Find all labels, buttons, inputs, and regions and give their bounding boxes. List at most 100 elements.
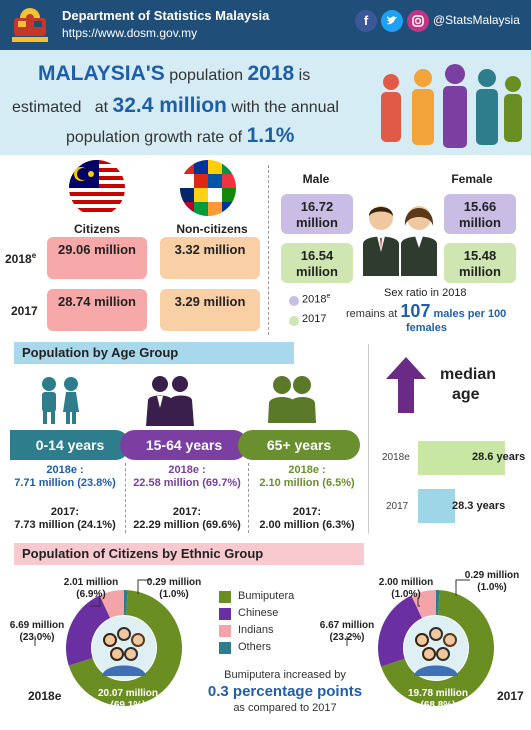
legend-swatch-bumiputera (219, 591, 231, 603)
ethnic-group-title: Population of Citizens by Ethnic Group (14, 543, 364, 565)
age-group-title: Population by Age Group (14, 342, 294, 364)
citizens-2018-box: 29.06 million (47, 237, 147, 279)
right-slice-chinese (378, 595, 422, 667)
adults-icon (144, 374, 196, 431)
donut-chart-2018 (64, 588, 184, 713)
elderly-icon (266, 373, 318, 428)
legend-dot-2017 (289, 316, 299, 326)
left-slice-chinese (66, 595, 111, 666)
year-label-2018: 2018e (5, 251, 36, 266)
population-total: 32.4 million (112, 94, 227, 117)
left-center-family-icon (92, 616, 156, 680)
headline-text: with the annual (231, 99, 339, 116)
noncitizens-2017-box: 3.29 million (160, 289, 260, 331)
others-2017-label: 0.29 million (1.0%) (464, 570, 520, 593)
age-0-14-2018-value: 7.71 million (23.8%) (14, 477, 116, 489)
headline-text: population growth rate of (66, 129, 243, 146)
age-band-0-14: 0-14 years (10, 430, 130, 460)
label-leader-lines (34, 579, 470, 646)
citizens-2017-box: 28.74 million (47, 289, 147, 331)
male-2017-box: 16.54 million (281, 243, 353, 283)
others-2018-label: 0.29 million (1.0%) (146, 577, 202, 600)
noncitizens-header: Non-citizens (176, 222, 248, 236)
right-family-body-icon (414, 665, 458, 676)
ethnic-note-1: Bumiputera increased by (224, 669, 346, 681)
legend-dot-2018 (289, 296, 299, 306)
country-name: MALAYSIA'S (38, 62, 165, 85)
website-url[interactable]: https://www.dosm.gov.my (62, 26, 198, 40)
headline-text: at (94, 99, 109, 116)
female-2018-box: 15.66 million (444, 194, 516, 234)
right-family-person-icon (415, 633, 429, 647)
sex-ratio-value: 107 (400, 301, 431, 321)
median-bar-2018 (418, 441, 506, 475)
left-family-person-icon (131, 633, 145, 647)
children-icon (35, 374, 85, 431)
male-2018-box: 16.72 million (281, 194, 353, 234)
age-divider (248, 463, 249, 533)
sex-ratio-line-3: females (406, 322, 447, 334)
legend-swatch-others (219, 642, 231, 654)
ethnic-year-2018: 2018e (28, 689, 62, 703)
right-family-person-icon (443, 633, 457, 647)
estimate-marker: e (326, 293, 331, 300)
headline-banner: MALAYSIA'S population 2018 is estimated … (0, 50, 531, 155)
age-65-2017-label: 2017: (292, 506, 322, 518)
age-divider (125, 463, 126, 533)
right-slice-bumiputera (381, 590, 494, 706)
sex-ratio-line-1: Sex ratio in 2018 (384, 287, 467, 299)
ethnic-year-2017: 2017 (497, 689, 524, 703)
ethnic-note-3: as compared to 2017 (233, 702, 337, 714)
age-15-64-2017-value: 22.29 million (69.6%) (133, 519, 241, 531)
median-divider (368, 344, 369, 534)
world-flags-globe-icon (180, 160, 236, 216)
bumi-2017-label: 19.78 million (68.8%) (407, 688, 469, 711)
legend-year: 2018 (302, 293, 327, 306)
age-65-2018-value: 2.10 million (6.5%) (259, 477, 355, 489)
left-slice-others (124, 590, 128, 616)
indians-2017-label: 2.00 million (1.0%) (378, 577, 434, 600)
median-age-title-1: median (440, 366, 497, 383)
left-slice-indians (99, 590, 124, 619)
age-0-14-2017-label: 2017: (50, 506, 80, 518)
sex-ratio-line-2: remains at 107 males per 100 (346, 301, 506, 322)
left-family-person-icon (124, 647, 138, 661)
year-label-2017: 2017 (11, 304, 38, 318)
estimate-marker: e (31, 251, 37, 260)
donut-chart-2017 (376, 588, 496, 713)
coat-of-arms-logo (8, 4, 52, 46)
female-2017-box: 15.48 million (444, 243, 516, 283)
left-family-body-icon (102, 665, 146, 676)
department-name: Department of Statistics Malaysia (62, 8, 270, 23)
male-female-figures-icon (361, 196, 439, 281)
header-bar: Department of Statistics Malaysia https:… (0, 0, 531, 50)
indians-2018-label: 2.01 million (6.9%) (63, 577, 119, 600)
social-handle[interactable]: @StatsMalaysia (433, 13, 520, 27)
section-divider (268, 165, 269, 335)
legend-swatch-chinese (219, 608, 231, 620)
left-family-person-icon (117, 627, 131, 641)
female-header: Female (451, 172, 493, 186)
facebook-icon[interactable]: f (355, 10, 377, 32)
age-0-14-2018-label: 2018e : (46, 464, 84, 476)
age-band-15-64: 15-64 years (120, 430, 248, 460)
sex-ratio-text: males per 100 (433, 308, 507, 320)
malaysia-flag-icon (69, 160, 125, 216)
legend-chinese: Chinese (238, 607, 279, 619)
legend-swatch-indians (219, 625, 231, 637)
age-0-14-2017-value: 7.73 million (24.1%) (14, 519, 116, 531)
right-family-person-icon (436, 647, 450, 661)
headline-line-2: estimated at 32.4 million with the annua… (12, 94, 339, 118)
instagram-icon[interactable] (407, 10, 429, 32)
legend-indians: Indians (238, 624, 274, 636)
bumi-2018-label: 20.07 million (69.1%) (97, 688, 159, 711)
citizens-header: Citizens (73, 222, 120, 236)
right-center-family-icon (404, 616, 468, 680)
age-band-65-plus: 65+ years (238, 430, 360, 460)
ethnic-note-2: 0.3 percentage points (207, 683, 363, 700)
age-65-2018-label: 2018e : (288, 464, 326, 476)
right-family-person-icon (422, 647, 436, 661)
year-text: 2018 (5, 252, 32, 266)
age-15-64-2017-label: 2017: (172, 506, 202, 518)
twitter-icon[interactable] (381, 10, 403, 32)
